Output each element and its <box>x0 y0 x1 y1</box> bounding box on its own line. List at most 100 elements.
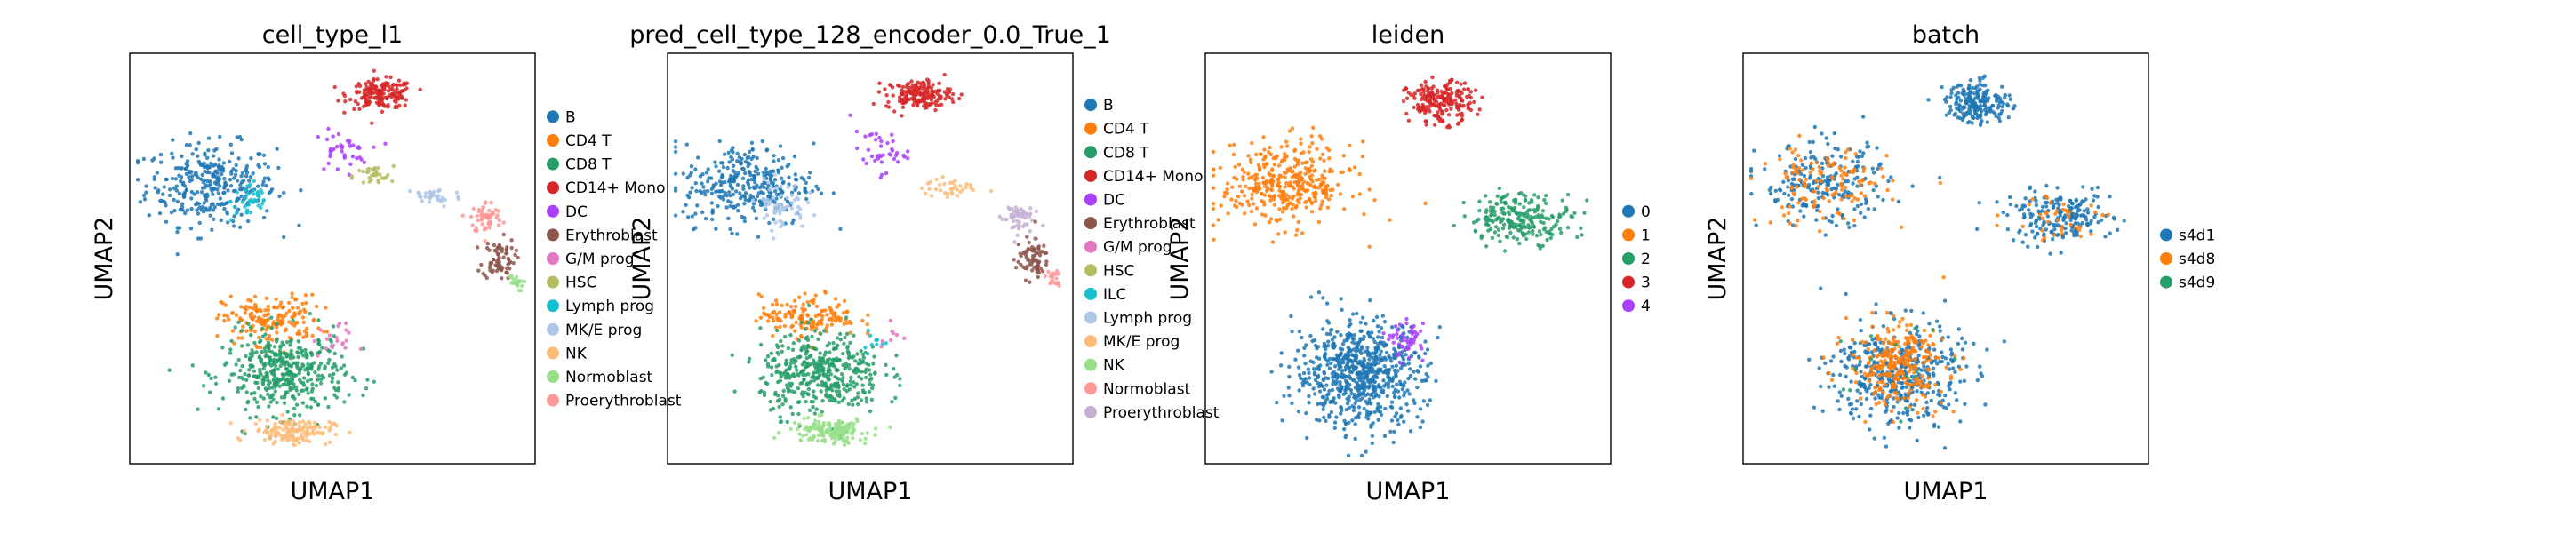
data-point <box>820 438 824 443</box>
data-point <box>1498 239 1502 243</box>
data-point <box>188 227 194 231</box>
data-point <box>1415 415 1420 419</box>
data-point <box>1419 91 1423 97</box>
data-point <box>831 442 836 446</box>
data-point <box>762 176 766 180</box>
data-point <box>842 438 846 442</box>
data-point <box>1359 351 1364 355</box>
data-point <box>379 89 383 93</box>
data-point <box>1307 394 1311 399</box>
data-point <box>751 202 756 206</box>
data-point <box>243 204 247 209</box>
data-point <box>236 386 240 391</box>
data-point <box>1462 81 1468 85</box>
data-point <box>756 235 761 239</box>
data-point <box>860 359 866 363</box>
data-point <box>1393 414 1397 418</box>
data-point <box>1373 394 1379 398</box>
data-point <box>1540 215 1545 219</box>
data-point <box>501 255 506 259</box>
data-point <box>372 173 376 178</box>
data-point <box>1855 159 1860 164</box>
data-point <box>1499 200 1504 204</box>
data-point <box>373 87 378 91</box>
data-point <box>301 335 306 339</box>
data-point <box>1334 415 1339 419</box>
data-point <box>315 378 320 382</box>
data-point <box>1260 212 1265 217</box>
data-point <box>1236 195 1241 199</box>
data-point <box>505 245 509 250</box>
data-point <box>174 184 179 188</box>
data-point <box>1023 278 1028 282</box>
data-point <box>324 306 328 310</box>
data-point <box>1030 249 1036 253</box>
data-point <box>269 315 274 320</box>
data-point <box>301 426 306 431</box>
data-point <box>484 200 488 204</box>
data-point <box>778 324 782 330</box>
data-point <box>1490 219 1494 223</box>
data-point <box>298 413 302 418</box>
data-point <box>281 373 285 378</box>
data-point <box>1495 194 1500 198</box>
data-point <box>261 378 267 383</box>
data-point <box>727 190 732 195</box>
data-point <box>1285 144 1290 148</box>
data-point <box>1793 147 1798 152</box>
data-point <box>860 388 866 393</box>
data-point <box>246 322 251 326</box>
data-point <box>228 142 233 147</box>
data-point <box>673 149 678 155</box>
data-point <box>297 424 301 428</box>
data-point <box>1263 213 1268 218</box>
data-point <box>326 361 331 365</box>
data-point <box>234 313 239 317</box>
data-point <box>244 307 249 312</box>
data-point <box>260 349 264 354</box>
data-point <box>1291 169 1295 174</box>
data-point <box>747 149 752 155</box>
data-point <box>1861 151 1866 155</box>
data-point <box>293 422 298 426</box>
data-point <box>300 315 306 320</box>
data-point <box>1884 154 1889 158</box>
data-point <box>152 175 157 179</box>
data-point <box>1330 371 1335 376</box>
data-point <box>292 361 298 365</box>
data-point <box>1492 230 1498 235</box>
data-point <box>1400 338 1405 343</box>
data-point <box>890 147 894 152</box>
data-point <box>372 145 376 149</box>
data-point <box>1359 453 1364 457</box>
data-point <box>945 195 950 200</box>
data-point <box>368 85 373 91</box>
data-point <box>1321 296 1325 300</box>
legend-label: Normoblast <box>565 369 653 386</box>
data-point <box>522 279 527 284</box>
data-point <box>1498 217 1503 221</box>
data-point <box>308 311 312 316</box>
data-point <box>773 189 778 194</box>
data-point <box>788 364 793 369</box>
data-point <box>781 388 786 394</box>
data-point <box>312 338 316 344</box>
data-point <box>1358 376 1363 380</box>
data-point <box>1406 362 1412 366</box>
data-point <box>796 411 801 417</box>
data-point <box>1371 351 1375 355</box>
data-point <box>1434 378 1438 384</box>
legend-marker <box>547 134 559 147</box>
data-point <box>1324 146 1329 150</box>
data-point <box>759 190 764 195</box>
data-point <box>300 362 305 367</box>
data-point <box>754 216 759 220</box>
data-point <box>836 315 841 320</box>
data-point <box>1585 198 1589 203</box>
data-point <box>245 343 250 347</box>
data-point <box>893 153 899 158</box>
data-point <box>247 305 252 310</box>
data-point <box>249 328 253 333</box>
data-point <box>206 136 212 140</box>
data-point <box>326 161 331 166</box>
